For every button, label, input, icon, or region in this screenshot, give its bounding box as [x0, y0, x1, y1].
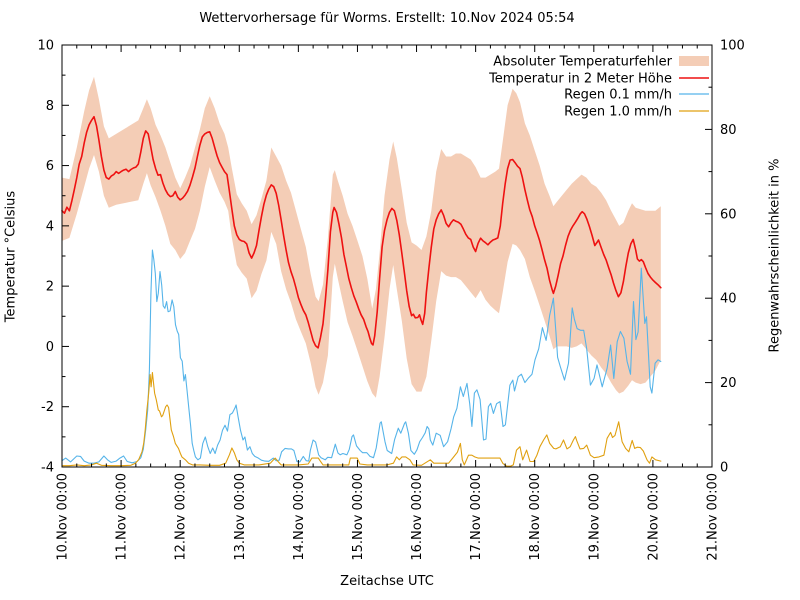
x-tick-label: 14.Nov 00:00: [292, 473, 307, 561]
series-line-temperatur-in-2-meter-h-he: [61, 115, 662, 349]
legend-label: Temperatur in 2 Meter Höhe: [488, 72, 672, 87]
x-tick-label: 12.Nov 00:00: [174, 473, 189, 561]
x-tick-label: 18.Nov 00:00: [528, 473, 543, 561]
y-right-tick-label: 0: [720, 461, 728, 476]
x-tick-label: 20.Nov 00:00: [646, 473, 661, 561]
x-tick-label: 17.Nov 00:00: [469, 473, 484, 561]
x-tick-label: 16.Nov 00:00: [410, 473, 425, 561]
legend-label: Regen 1.0 mm/h: [564, 105, 672, 120]
legend-band-swatch: [679, 56, 709, 66]
x-tick-label: 21.Nov 00:00: [706, 473, 721, 561]
legend-label: Regen 0.1 mm/h: [564, 88, 672, 103]
y-left-tick-label: -2: [41, 400, 54, 415]
y-right-tick-label: 80: [720, 123, 737, 138]
x-tick-label: 13.Nov 00:00: [233, 473, 248, 561]
y-right-tick-label: 20: [720, 376, 737, 391]
y-left-tick-label: 10: [37, 39, 54, 54]
y-right-tick-label: 40: [720, 292, 737, 307]
y-right-tick-label: 100: [720, 39, 745, 54]
x-tick-label: 11.Nov 00:00: [115, 473, 130, 561]
legend-label: Absoluter Temperaturfehler: [493, 55, 672, 70]
series-error-band: [62, 76, 661, 398]
y-right-tick-label: 60: [720, 207, 737, 222]
x-axis-label: Zeitachse UTC: [340, 574, 434, 589]
chart-title: Wettervorhersage für Worms. Erstellt: 10…: [199, 11, 575, 26]
series-line-regen-0-1-mm-h: [61, 249, 662, 464]
y-left-tick-label: 0: [46, 340, 54, 355]
y-left-tick-label: 6: [46, 159, 54, 174]
x-tick-label: 19.Nov 00:00: [587, 473, 602, 561]
y-left-tick-label: -4: [41, 461, 54, 476]
y-left-tick-label: 2: [46, 280, 54, 295]
x-tick-label: 10.Nov 00:00: [56, 473, 71, 561]
series-line-regen-1-0-mm-h: [61, 371, 662, 467]
y-left-tick-label: 4: [46, 219, 54, 234]
y-left-tick-label: 8: [46, 99, 54, 114]
x-tick-label: 15.Nov 00:00: [351, 473, 366, 561]
